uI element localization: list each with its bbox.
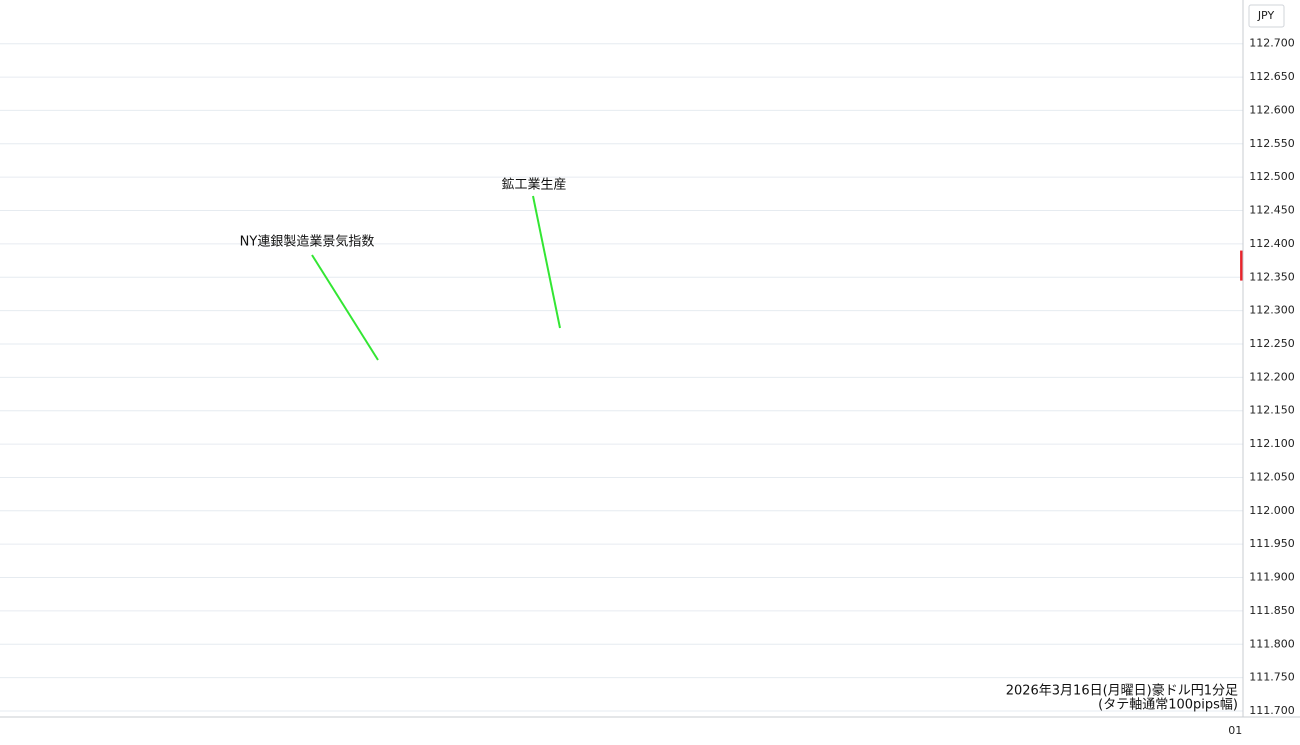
- y-tick-label: 112.450: [1249, 204, 1295, 217]
- axes: 111.700 111.750 111.800 111.850 111.900 111.9…: [1249, 37, 1295, 717]
- y-tick-label: 112.350: [1249, 270, 1295, 283]
- y-tick-label: 112.100: [1249, 437, 1295, 450]
- annotation-pointer: [532, 195, 561, 329]
- annotation: 鉱工業生産: [501, 177, 566, 193]
- footnote: 2026年3月16日(月曜日)豪ドル円1分足: [1006, 683, 1238, 699]
- grid: 20:0020:1520:3020:4521:0021:1521:3021:45…: [0, 5, 1300, 737]
- currency-label: JPY: [1257, 9, 1275, 22]
- y-tick-label: 112.550: [1249, 137, 1295, 150]
- annotation: NY連銀製造業景気指数: [240, 234, 375, 250]
- y-tick-label: 112.400: [1249, 237, 1295, 250]
- y-tick-label: 112.700: [1249, 37, 1295, 50]
- y-tick-label: 111.900: [1249, 571, 1295, 584]
- price-axis-panel: [1243, 0, 1300, 745]
- y-tick-label: 111.850: [1249, 604, 1295, 617]
- y-tick-label: 111.700: [1249, 704, 1295, 717]
- y-tick-label: 112.600: [1249, 103, 1295, 116]
- y-tick-label: 112.200: [1249, 370, 1295, 383]
- y-tick-label: 112.300: [1249, 304, 1295, 317]
- footnote: (タテ軸通常100pips幅): [1098, 698, 1238, 713]
- y-tick-label: 112.500: [1249, 170, 1295, 183]
- y-tick-label: 112.650: [1249, 70, 1295, 83]
- y-tick-label: 112.050: [1249, 470, 1295, 483]
- y-tick-label: 111.950: [1249, 537, 1295, 550]
- currency-box: [1248, 4, 1285, 28]
- y-tick-label: 111.750: [1249, 671, 1295, 684]
- y-tick-label: 112.150: [1249, 404, 1295, 417]
- y-tick-label: 112.250: [1249, 337, 1295, 350]
- annotation-pointer: [311, 254, 379, 361]
- y-tick-label: 112.000: [1249, 504, 1295, 517]
- y-tick-label: 111.800: [1249, 637, 1295, 650]
